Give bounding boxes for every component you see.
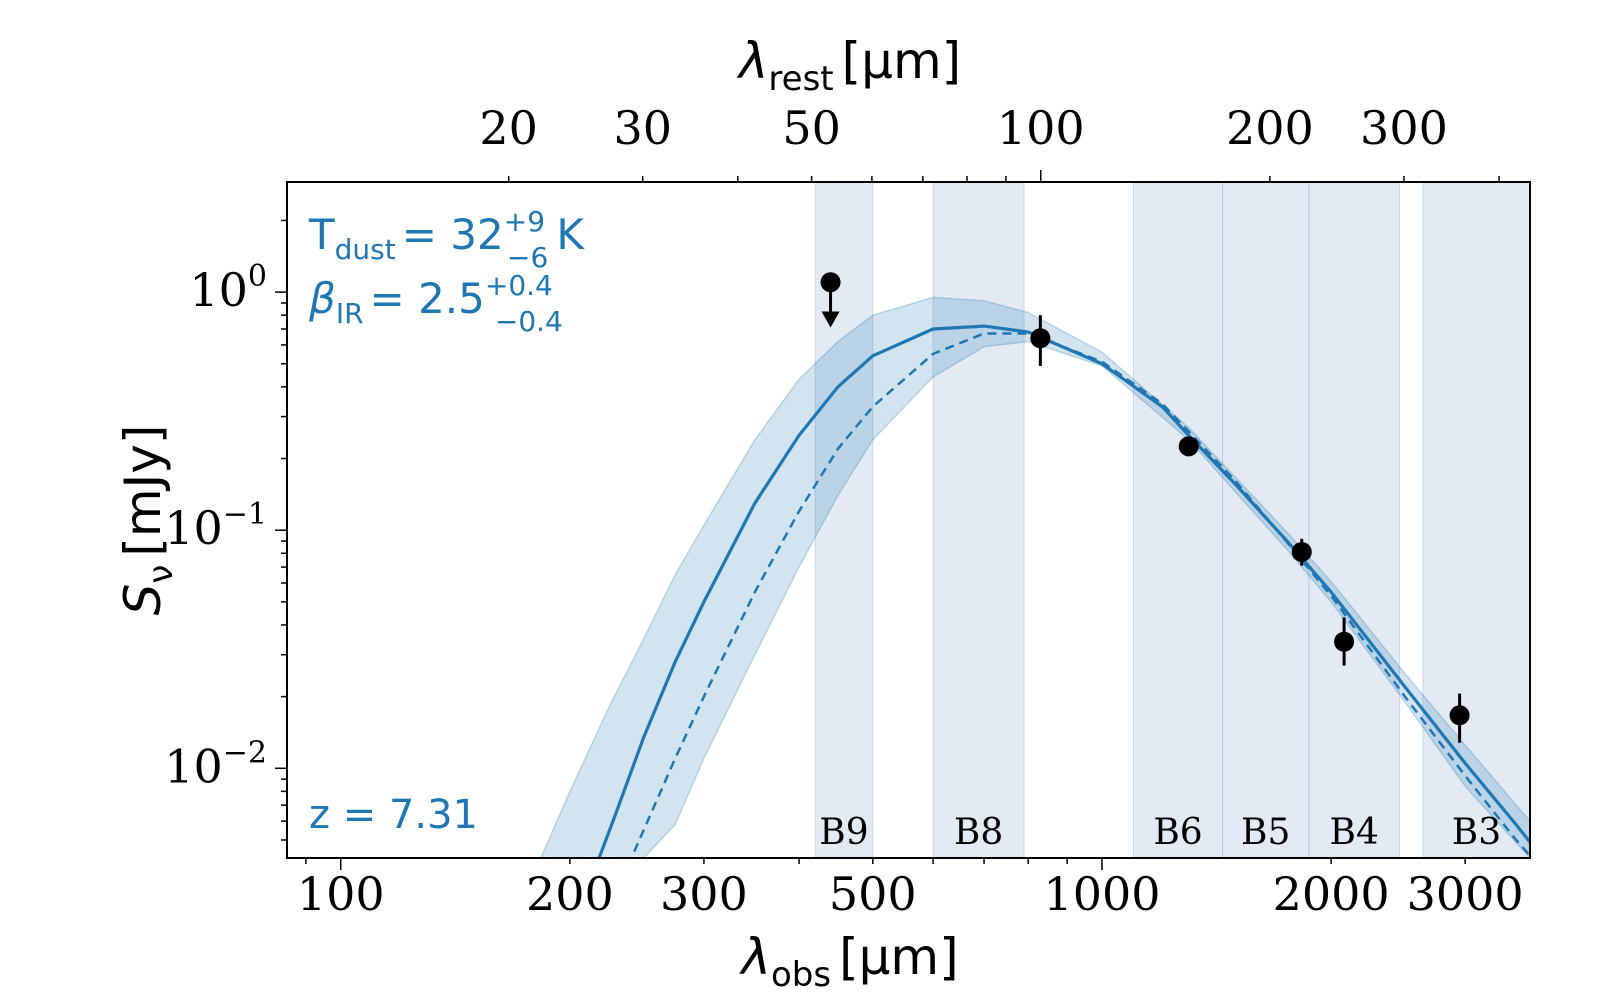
band-labels: B9 B8 B6 B5 B4 B3 bbox=[819, 812, 1501, 853]
top-tick-label: 30 bbox=[613, 101, 672, 155]
band-label-b4: B4 bbox=[1330, 812, 1379, 853]
y-axis-ticks: 100 10−1 10−2 bbox=[164, 219, 287, 841]
data-point bbox=[1334, 631, 1355, 652]
y-tick-label: 10−2 bbox=[164, 735, 267, 793]
x-tick-label: 100 bbox=[297, 867, 385, 921]
band-label-b3: B3 bbox=[1452, 812, 1501, 853]
top-tick-label: 20 bbox=[479, 101, 538, 155]
model-lines bbox=[597, 324, 1530, 858]
beta-annotation: βIR = 2.5+0.4 −0.4 bbox=[308, 269, 563, 338]
x-axis-title: λobs [μm] bbox=[738, 928, 958, 995]
series-line-dashed bbox=[630, 332, 1530, 858]
alma-band-b3 bbox=[1422, 182, 1530, 858]
data-point bbox=[1030, 328, 1051, 349]
band-label-b9: B9 bbox=[819, 812, 868, 853]
uncertainty-band bbox=[540, 296, 1530, 858]
top-tick-label: 300 bbox=[1360, 101, 1448, 155]
x-tick-label: 2000 bbox=[1273, 867, 1390, 921]
x-tick-label: 500 bbox=[829, 867, 917, 921]
top-tick-label: 50 bbox=[782, 101, 841, 155]
x-tick-label: 200 bbox=[526, 867, 614, 921]
band-label-b8: B8 bbox=[954, 812, 1003, 853]
top-tick-label: 100 bbox=[997, 101, 1085, 155]
series-line-solid bbox=[597, 324, 1530, 858]
data-point bbox=[1178, 436, 1199, 457]
alma-band-b4 bbox=[1308, 182, 1401, 858]
measurements bbox=[820, 272, 1470, 743]
alma-bands bbox=[814, 182, 1530, 858]
redshift-annotation: z = 7.31 bbox=[309, 792, 478, 838]
x-tick-label: 1000 bbox=[1043, 867, 1160, 921]
tdust-annotation: Tdust = 32+9 −6 K bbox=[308, 205, 585, 274]
x-tick-label: 300 bbox=[660, 867, 748, 921]
band-label-b5: B5 bbox=[1241, 812, 1290, 853]
top-tick-label: 200 bbox=[1226, 101, 1314, 155]
band-label-b6: B6 bbox=[1153, 812, 1202, 853]
data-point bbox=[1291, 541, 1312, 562]
uncertainty-band-area bbox=[540, 296, 1530, 858]
data-point bbox=[1449, 705, 1470, 726]
top-axis-ticks: 20 30 50 100 200 300 bbox=[479, 101, 1500, 182]
y-axis-title: Sν[mJy] bbox=[114, 425, 181, 616]
upper-limit-point bbox=[820, 272, 841, 293]
alma-band-b6 bbox=[1132, 182, 1224, 858]
alma-band-b8 bbox=[932, 182, 1025, 858]
y-tick-label: 10−1 bbox=[164, 497, 267, 555]
x-axis-ticks: 100 200 300 500 1000 2000 3000 bbox=[297, 858, 1524, 921]
y-tick-label: 100 bbox=[189, 259, 267, 317]
x-tick-label: 3000 bbox=[1407, 867, 1524, 921]
alma-band-b9 bbox=[814, 182, 874, 858]
top-axis-title: λrest [μm] bbox=[736, 32, 961, 99]
upper-limit-arrow bbox=[821, 311, 840, 328]
plot-frame bbox=[286, 181, 1531, 859]
